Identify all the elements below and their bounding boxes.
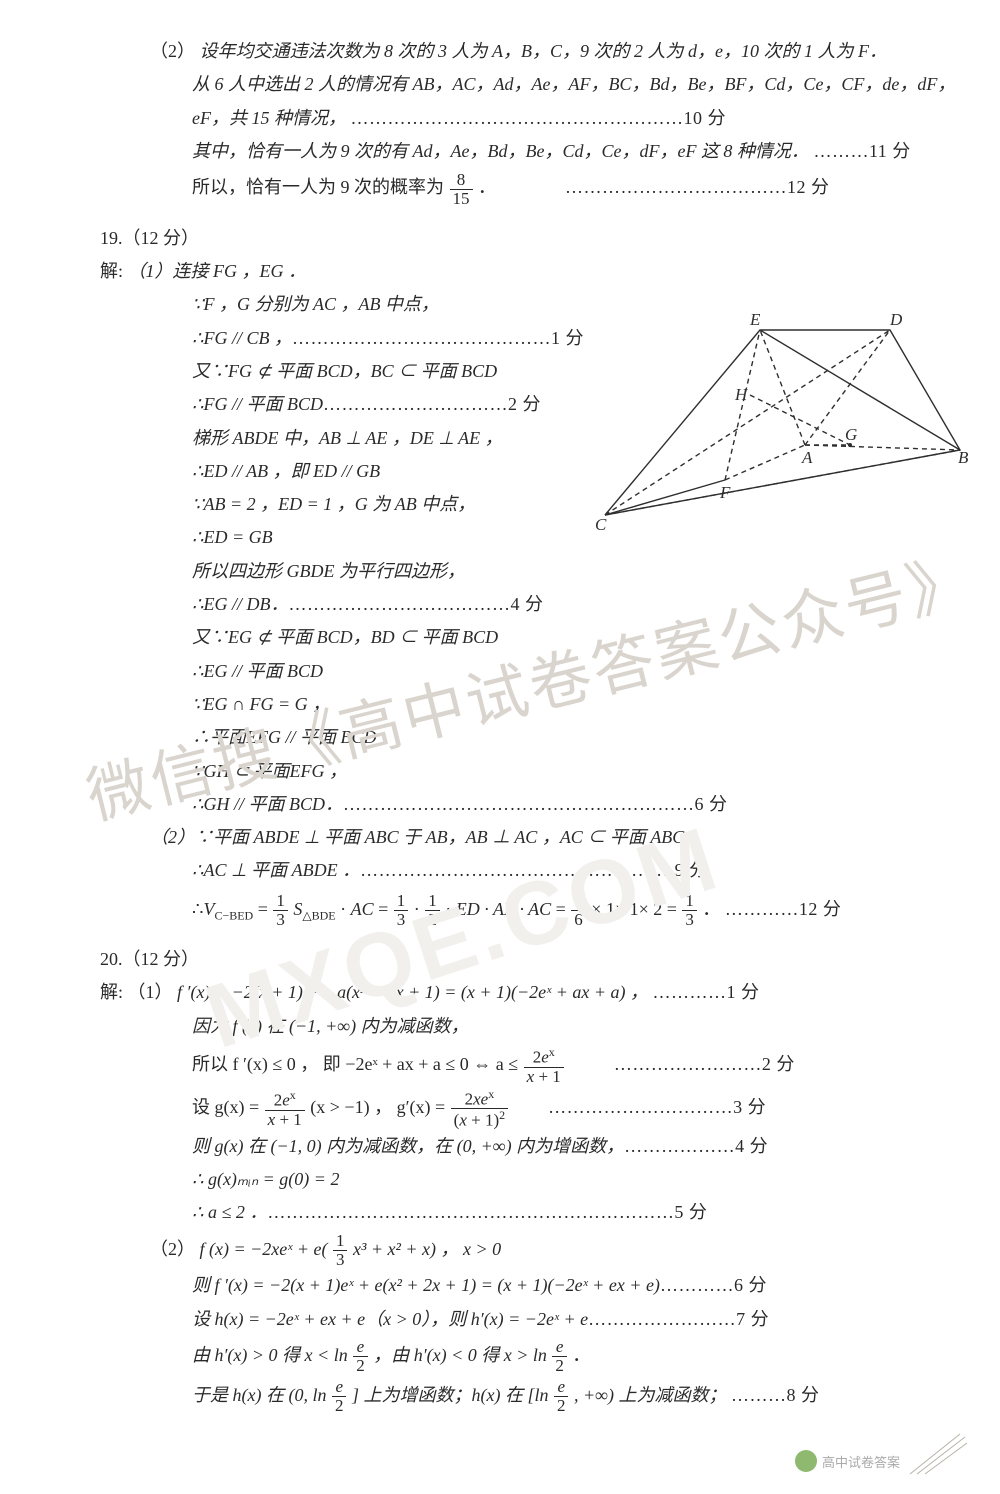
p18-line: （2） 设年均交通违法次数为 8 次的 3 人为 A，B，C，9 次的 2 人为… bbox=[150, 35, 930, 68]
p20-line: 所以 f ′(x) ≤ 0 ， 即 −2eˣ + ax + a ≤ 0 ⇔ a … bbox=[192, 1043, 930, 1086]
text: ，由 h′(x) < 0 得 x > ln bbox=[373, 1345, 547, 1365]
corner-mark bbox=[905, 1429, 970, 1479]
label-H: H bbox=[734, 385, 749, 404]
label-B: B bbox=[958, 448, 969, 467]
p19-line: 又∵EG ⊄ 平面 BCD，BD ⊂ 平面 BCD bbox=[192, 621, 930, 654]
p20-line: 解: （1） f ′(x) = −2(x + 1)eˣ + a(x² + 2x … bbox=[100, 976, 930, 1009]
score-dots: ……………………7 分 bbox=[588, 1309, 769, 1329]
p20-line: ∴ a ≤ 2 ．…………………………………………………………5 分 bbox=[192, 1196, 930, 1229]
score-dots: ……………………2 分 bbox=[614, 1054, 795, 1074]
label-G: G bbox=[845, 425, 857, 444]
text: 设年均交通违法次数为 8 次的 3 人为 A，B，C，9 次的 2 人为 d，e… bbox=[200, 41, 887, 61]
text: 其中，恰有一人为 9 次的有 Ad，Ae，Bd，Be，Cd，Ce，dF，eF 这… bbox=[192, 141, 809, 161]
text: 所以，恰有一人为 9 次的概率为 bbox=[192, 177, 444, 197]
p20-line: 由 h′(x) > 0 得 x < ln e2 ，由 h′(x) < 0 得 x… bbox=[192, 1336, 930, 1376]
p19-line: ∴EG // DB．………………………………4 分 bbox=[192, 588, 930, 621]
text: ] 上为增函数；h(x) 在 [ln bbox=[352, 1385, 549, 1405]
score-dots: ………………4 分 bbox=[624, 1136, 768, 1156]
p20-part1: （1） bbox=[128, 982, 173, 1002]
p19-volume-eq: ∴VC−BED = 13 S△BDE · AC = 13 · 12 · ED ·… bbox=[192, 888, 930, 931]
text: ∴FG // CB ， bbox=[192, 328, 292, 348]
text: ． bbox=[572, 1345, 590, 1365]
text: ∴GH // 平面 BCD． bbox=[192, 794, 343, 814]
p18-part2-label: （2） bbox=[150, 41, 195, 61]
score-dots: …………………………………………………6 分 bbox=[343, 794, 728, 814]
ans-label: 解: bbox=[100, 261, 123, 281]
p20-line: 设 g(x) = 2exx + 1 (x > −1) ， g′(x) = 2xe… bbox=[192, 1086, 930, 1130]
fraction: 8 15 bbox=[450, 171, 473, 208]
footer-text: 高中试卷答案 bbox=[822, 1452, 900, 1471]
p19-line: ∴AC ⊥ 平面 ABDE ．……………………………………………9 分 bbox=[192, 854, 930, 887]
p18-line: 其中，恰有一人为 9 次的有 Ad，Ae，Bd，Be，Cd，Ce，dF，eF 这… bbox=[192, 135, 930, 168]
text: f (x) = −2xeˣ + e( bbox=[200, 1239, 328, 1259]
p18-line: eF，共 15 种情况， ………………………………………………10 分 bbox=[192, 102, 930, 135]
p20-line: 设 h(x) = −2eˣ + ex + e（x > 0），则 h′(x) = … bbox=[192, 1303, 930, 1336]
text: ∴FG // 平面 BCD bbox=[192, 394, 323, 414]
logo-icon bbox=[795, 1450, 817, 1472]
p20-line: ∴ g(x)ₘᵢₙ = g(0) = 2 bbox=[192, 1163, 930, 1196]
footer-logo: 高中试卷答案 bbox=[795, 1450, 900, 1472]
text: 则 f ′(x) = −2(x + 1)eˣ + e(x² + 2x + 1) … bbox=[192, 1275, 660, 1295]
label-A: A bbox=[801, 448, 813, 467]
score-dots: …………1 分 bbox=[652, 982, 759, 1002]
text: ∴ a ≤ 2 ． bbox=[192, 1202, 267, 1222]
p18-line: 所以，恰有一人为 9 次的概率为 8 15 ． ………………………………12 分 bbox=[192, 168, 930, 208]
score-dots: ………11 分 bbox=[813, 141, 910, 161]
text: 则 g(x) 在 (−1, 0) 内为减函数，在 (0, +∞) 内为增函数， bbox=[192, 1136, 624, 1156]
score-dots: ………8 分 bbox=[731, 1385, 820, 1405]
text: f ′(x) = −2(x + 1)eˣ + a(x² + 2x + 1) = … bbox=[177, 982, 648, 1002]
ans-label: 解: bbox=[100, 982, 123, 1002]
text: 所以 f ′(x) ≤ 0 ， 即 −2eˣ + ax + a ≤ 0 ⇔ a … bbox=[192, 1054, 523, 1074]
p20-line: 则 f ′(x) = −2(x + 1)eˣ + e(x² + 2x + 1) … bbox=[192, 1269, 930, 1302]
text: 设 g(x) = bbox=[192, 1097, 264, 1117]
score-dots: ………………………………………………10 分 bbox=[350, 108, 726, 128]
text: , +∞) 上为减函数； bbox=[574, 1385, 726, 1405]
p19-ans: 解: （1）连接 FG ，EG ． bbox=[100, 255, 930, 288]
score-dots: …………………………………………………………5 分 bbox=[267, 1202, 707, 1222]
geometry-figure: C F A G B E D H bbox=[590, 300, 970, 550]
p20-line: 则 g(x) 在 (−1, 0) 内为减函数，在 (0, +∞) 内为增函数，…… bbox=[192, 1130, 930, 1163]
score-dots: ……………………………………………9 分 bbox=[360, 860, 708, 880]
label-C: C bbox=[595, 515, 607, 534]
text: 设 h(x) = −2eˣ + ex + e（x > 0），则 h′(x) = … bbox=[192, 1309, 588, 1329]
label-F: F bbox=[719, 483, 731, 502]
score-dots: …………6 分 bbox=[660, 1275, 767, 1295]
score-dots: …………………………2 分 bbox=[323, 394, 541, 414]
text: ∴EG // DB． bbox=[192, 594, 288, 614]
text: ． bbox=[478, 177, 496, 197]
p20-part2: （2） bbox=[150, 1239, 195, 1259]
p20-line: 因为 f (x) 在 (−1, +∞) 内为减函数， bbox=[192, 1010, 930, 1043]
text: (x > −1) ， g′(x) = bbox=[310, 1097, 449, 1117]
text: ∴AC ⊥ 平面 ABDE ． bbox=[192, 860, 360, 880]
p19-line: ∴平面EFG // 平面 BCD ． bbox=[192, 721, 930, 754]
p20-line: （2） f (x) = −2xeˣ + e( 13 x³ + x² + x) ，… bbox=[150, 1230, 930, 1270]
score-dots: …………………………3 分 bbox=[548, 1097, 766, 1117]
p19-line: ∴EG // 平面 BCD bbox=[192, 655, 930, 688]
text: 由 h′(x) > 0 得 x < ln bbox=[192, 1345, 348, 1365]
p19-header: 19.（12 分） bbox=[100, 222, 930, 255]
p19-line: ∵GH ⊂ 平面EFG ， bbox=[192, 755, 930, 788]
p20-header: 20.（12 分） bbox=[100, 943, 930, 976]
p19-line: ∴GH // 平面 BCD．…………………………………………………6 分 bbox=[192, 788, 930, 821]
denominator: 15 bbox=[450, 189, 473, 208]
text: eF，共 15 种情况， bbox=[192, 108, 346, 128]
p20-line: 于是 h(x) 在 (0, ln e2 ] 上为增函数；h(x) 在 [ln e… bbox=[192, 1376, 930, 1416]
text: （1）连接 FG ，EG ． bbox=[128, 261, 307, 281]
p19-line: ∵EG ∩ FG = G ， bbox=[192, 688, 930, 721]
p19-line: 所以四边形 GBDE 为平行四边形， bbox=[192, 555, 930, 588]
text: x³ + x² + x) ， x > 0 bbox=[353, 1239, 501, 1259]
score-dots: …………12 分 bbox=[725, 899, 842, 919]
score-dots: ………………………………12 分 bbox=[565, 177, 830, 197]
p19-part2: （2）∵平面 ABDE ⊥ 平面 ABC 于 AB，AB ⊥ AC ，AC ⊂ … bbox=[150, 821, 930, 854]
score-dots: ………………………………4 分 bbox=[288, 594, 543, 614]
p18-line: 从 6 人中选出 2 人的情况有 AB，AC，Ad，Ae，AF，BC，Bd，Be… bbox=[192, 68, 930, 101]
numerator: 8 bbox=[450, 171, 473, 189]
score-dots: ……………………………………1 分 bbox=[292, 328, 584, 348]
document-page: （2） 设年均交通违法次数为 8 次的 3 人为 A，B，C，9 次的 2 人为… bbox=[0, 0, 1000, 1425]
label-E: E bbox=[749, 310, 761, 329]
label-D: D bbox=[889, 310, 903, 329]
text: 于是 h(x) 在 (0, ln bbox=[192, 1385, 326, 1405]
